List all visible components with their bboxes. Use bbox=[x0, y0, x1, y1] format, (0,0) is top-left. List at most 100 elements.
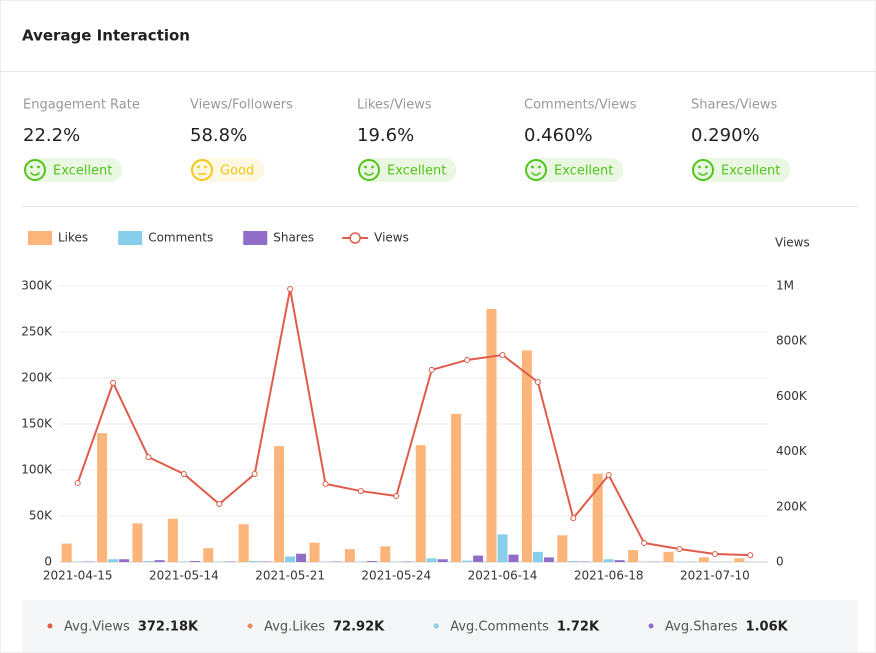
bar bbox=[108, 559, 119, 562]
bar bbox=[380, 546, 391, 562]
bar bbox=[119, 559, 130, 562]
bar bbox=[557, 535, 568, 562]
legend-label: Views bbox=[374, 231, 409, 245]
metric-value: 58.8% bbox=[190, 125, 247, 146]
rating-icon-eye bbox=[364, 165, 367, 169]
bar bbox=[663, 551, 674, 562]
bar bbox=[462, 560, 473, 562]
rating-text: Good bbox=[220, 164, 254, 179]
rating-icon-eye bbox=[705, 165, 708, 169]
metric-label: Comments/Views bbox=[524, 98, 637, 113]
point bbox=[570, 515, 577, 522]
summary-box bbox=[22, 600, 858, 652]
bar bbox=[451, 413, 462, 562]
point bbox=[428, 366, 435, 373]
point bbox=[747, 552, 754, 559]
y-tick-label: 250K bbox=[21, 325, 53, 339]
bar bbox=[698, 557, 709, 562]
legend-swatch bbox=[349, 232, 361, 244]
header-title: Average Interaction bbox=[22, 27, 190, 45]
metric-label: Views/Followers bbox=[190, 98, 293, 113]
metric-value: 19.6% bbox=[357, 125, 414, 146]
bar bbox=[296, 553, 307, 562]
x-tick-label: 2021-06-18 bbox=[574, 569, 644, 583]
x-tick-label: 2021-05-21 bbox=[255, 569, 325, 583]
bar bbox=[344, 549, 355, 562]
point bbox=[357, 488, 364, 495]
point bbox=[287, 286, 294, 293]
point bbox=[74, 480, 81, 487]
point bbox=[110, 379, 117, 386]
rating-text: Excellent bbox=[554, 164, 613, 179]
metric-value: 0.290% bbox=[691, 125, 760, 146]
bar bbox=[167, 518, 178, 562]
metric-value: 0.460% bbox=[524, 125, 593, 146]
point bbox=[534, 379, 541, 386]
x-tick-label: 2021-05-14 bbox=[149, 569, 219, 583]
legend-swatch bbox=[243, 231, 268, 245]
y-tick-label: 150K bbox=[21, 417, 53, 431]
point bbox=[641, 539, 648, 546]
y2-tick-label: 1M bbox=[776, 279, 794, 293]
y2-tick-label: 800K bbox=[776, 334, 808, 348]
bar bbox=[521, 350, 532, 562]
bar bbox=[366, 561, 377, 562]
rating-icon-mouth bbox=[363, 171, 375, 176]
legend-label: Comments bbox=[148, 231, 213, 245]
point bbox=[464, 356, 471, 363]
bar bbox=[61, 543, 72, 562]
bar bbox=[603, 559, 614, 562]
bar bbox=[97, 433, 108, 562]
rating-icon-eye bbox=[30, 165, 33, 169]
bar bbox=[143, 561, 154, 562]
point bbox=[251, 470, 258, 477]
metric-label: Likes/Views bbox=[357, 98, 432, 113]
rating-badge bbox=[526, 158, 624, 182]
bar bbox=[473, 555, 484, 562]
bar bbox=[249, 561, 260, 562]
metric-label: Engagement Rate bbox=[23, 98, 140, 113]
summary-label: Avg.Likes bbox=[264, 620, 325, 635]
bar bbox=[189, 561, 200, 562]
point bbox=[499, 352, 506, 358]
rating-badge bbox=[359, 158, 457, 182]
point bbox=[145, 454, 152, 461]
bar bbox=[614, 560, 625, 562]
x-tick-label: 2021-07-10 bbox=[680, 569, 750, 583]
rating-badge bbox=[693, 158, 791, 182]
rating-icon bbox=[692, 159, 714, 181]
bar bbox=[426, 558, 437, 562]
rating-icon-eye bbox=[538, 165, 541, 169]
metric-value: 22.2% bbox=[23, 125, 80, 146]
legend-label: Likes bbox=[58, 231, 88, 245]
y-tick-label: 0 bbox=[44, 555, 52, 569]
rating-icon-eye bbox=[531, 165, 534, 169]
rating-text: Excellent bbox=[721, 164, 780, 179]
x-tick-label: 2021-05-24 bbox=[361, 569, 431, 583]
summary-value: 72.92K bbox=[333, 620, 385, 635]
legend-swatch bbox=[28, 231, 52, 245]
bar bbox=[285, 556, 296, 562]
bar bbox=[132, 523, 143, 562]
bar bbox=[437, 559, 448, 562]
bar bbox=[568, 561, 579, 562]
y-tick-label: 300K bbox=[21, 279, 53, 293]
rating-icon-eye bbox=[698, 165, 701, 169]
bar bbox=[508, 554, 519, 562]
rating-icon bbox=[525, 159, 547, 181]
bar bbox=[497, 534, 508, 562]
summary-dot bbox=[247, 623, 253, 629]
metric-label: Shares/Views bbox=[691, 98, 778, 113]
summary-value: 372.18K bbox=[138, 620, 199, 635]
summary-value: 1.06K bbox=[746, 620, 789, 635]
bar bbox=[628, 550, 639, 562]
y-tick-label: 200K bbox=[21, 371, 53, 385]
bar bbox=[734, 558, 745, 562]
summary-label: Avg.Views bbox=[64, 620, 130, 635]
bar bbox=[592, 473, 603, 562]
summary-dot bbox=[648, 623, 654, 629]
summary-dot bbox=[433, 623, 439, 629]
